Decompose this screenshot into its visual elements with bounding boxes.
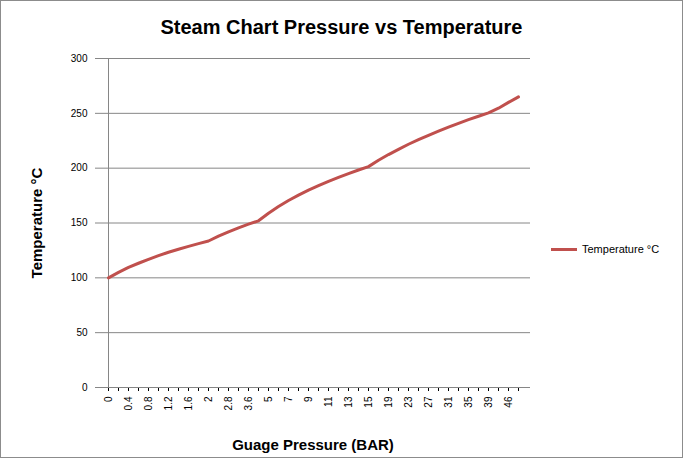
svg-text:15: 15 <box>363 396 374 408</box>
svg-text:35: 35 <box>463 396 474 408</box>
svg-text:11: 11 <box>323 396 334 407</box>
svg-text:13: 13 <box>343 396 354 408</box>
svg-text:39: 39 <box>483 396 494 408</box>
svg-text:100: 100 <box>71 272 88 283</box>
svg-text:23: 23 <box>403 396 414 408</box>
svg-text:50: 50 <box>76 327 88 338</box>
svg-text:1.2: 1.2 <box>163 396 174 410</box>
svg-text:0.4: 0.4 <box>123 396 134 410</box>
svg-text:1.6: 1.6 <box>183 396 194 410</box>
svg-text:300: 300 <box>71 53 88 64</box>
svg-text:0: 0 <box>82 382 88 393</box>
svg-text:7: 7 <box>283 396 294 402</box>
svg-text:27: 27 <box>423 396 434 408</box>
svg-text:150: 150 <box>71 217 88 228</box>
svg-text:250: 250 <box>71 108 88 119</box>
svg-text:5: 5 <box>263 396 274 402</box>
svg-text:200: 200 <box>71 162 88 173</box>
svg-text:Guage Pressure (BAR): Guage Pressure (BAR) <box>232 436 394 453</box>
svg-text:3.6: 3.6 <box>243 396 254 410</box>
svg-text:Temperature °C: Temperature °C <box>28 167 45 278</box>
html-text:Steam Chart Pressure vs Temper: Steam Chart Pressure vs Temperature <box>160 16 523 38</box>
svg-text:31: 31 <box>443 396 454 408</box>
svg-text:0.8: 0.8 <box>143 396 154 410</box>
svg-text:9: 9 <box>303 396 314 402</box>
svg-text:19: 19 <box>383 396 394 408</box>
svg-text:2: 2 <box>203 396 214 402</box>
html-text:Temperature °C: Temperature °C <box>582 243 660 255</box>
svg-text:0: 0 <box>103 396 114 402</box>
svg-text:2.8: 2.8 <box>223 396 234 410</box>
svg-text:46: 46 <box>503 396 514 408</box>
